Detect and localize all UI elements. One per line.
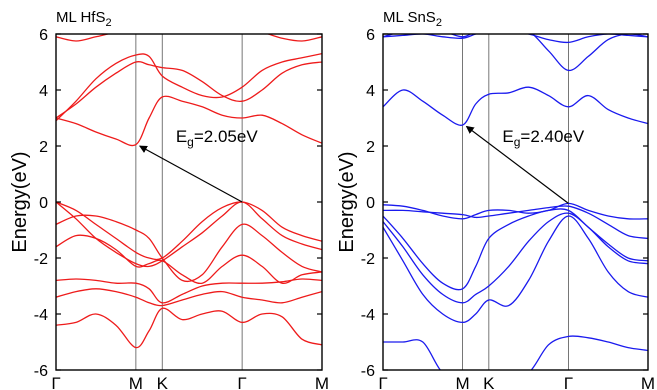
y-tick-label: 4	[366, 83, 375, 100]
band-line-7	[56, 214, 322, 283]
band-line-6	[56, 201, 322, 268]
band-gap-label: Eg=2.05eV	[176, 127, 259, 149]
band-line-6	[383, 208, 648, 291]
k-point-label: Γ	[564, 374, 573, 390]
band-gap-arrow	[465, 125, 569, 204]
y-tick-label: -6	[361, 363, 375, 380]
y-tick-label: -4	[34, 307, 48, 324]
band-gap-label: Eg=2.40eV	[502, 127, 585, 149]
k-point-label: M	[641, 374, 655, 390]
k-point-label: Γ	[237, 374, 246, 390]
band-line-2	[383, 34, 648, 72]
y-axis-label: Energy(eV)	[336, 151, 358, 252]
k-point-label: K	[483, 374, 495, 390]
band-line-4	[56, 34, 322, 42]
k-point-label: M	[129, 374, 143, 390]
y-tick-label: 2	[39, 139, 48, 156]
y-tick-label: 4	[39, 83, 48, 100]
y-tick-label: 0	[366, 195, 375, 212]
plot-frame	[382, 33, 649, 371]
panel-title: ML SnS2	[383, 9, 442, 29]
y-tick-label: -4	[361, 307, 375, 324]
band-line-11	[56, 307, 322, 349]
band-line-2	[56, 61, 322, 119]
k-point-label: Γ	[378, 374, 387, 390]
y-tick-label: 6	[366, 27, 375, 44]
band-line-3	[383, 86, 648, 126]
band-line-10	[56, 288, 322, 307]
band-line-8	[383, 215, 648, 324]
band-line-3	[56, 95, 322, 147]
band-lines	[56, 34, 322, 349]
panel-title: ML HfS2	[56, 9, 112, 29]
k-point-label: K	[157, 374, 169, 390]
k-point-label: Γ	[51, 374, 60, 390]
y-tick-label: -2	[34, 251, 48, 268]
y-tick-label: 6	[39, 27, 48, 44]
band-line-5	[383, 205, 648, 240]
y-tick-label: 2	[366, 139, 375, 156]
band-line-9	[383, 335, 648, 370]
plot-frame	[55, 33, 323, 371]
y-axis-label: Energy(eV)	[9, 151, 31, 252]
band-line-1	[56, 52, 322, 122]
k-point-label: M	[315, 374, 329, 390]
band-gap-arrow	[139, 145, 243, 203]
band-line-9	[56, 278, 322, 304]
k-point-label: M	[455, 374, 469, 390]
band-line-8	[56, 234, 322, 285]
band-line-1	[383, 34, 648, 44]
y-tick-label: 0	[39, 195, 48, 212]
band-lines	[383, 34, 648, 370]
y-tick-label: -2	[361, 251, 375, 268]
y-tick-label: -6	[34, 363, 48, 380]
band-line-5	[56, 201, 322, 261]
band-line-7	[383, 212, 648, 304]
